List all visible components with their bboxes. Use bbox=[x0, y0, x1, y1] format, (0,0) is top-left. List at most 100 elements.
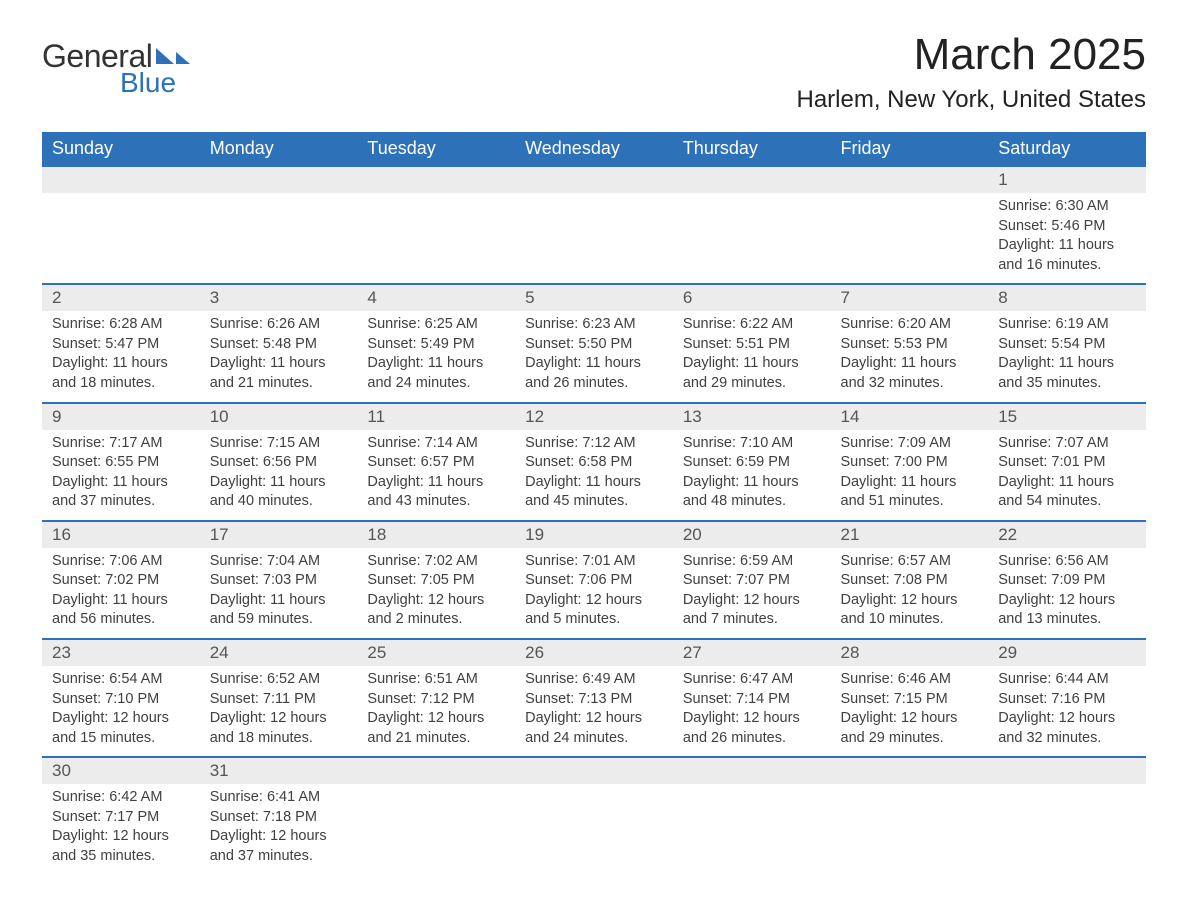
sunrise-line: Sunrise: 7:07 AM bbox=[998, 434, 1136, 454]
calendar-table: Sunday Monday Tuesday Wednesday Thursday… bbox=[42, 132, 1146, 875]
title-block: March 2025 Harlem, New York, United Stat… bbox=[797, 30, 1147, 114]
day-number: 10 bbox=[200, 403, 358, 430]
sunset-value: 7:08 PM bbox=[894, 572, 948, 588]
empty-cell bbox=[988, 757, 1146, 784]
sunrise-label: Sunrise: bbox=[52, 789, 109, 805]
sunset-value: 5:47 PM bbox=[105, 336, 159, 352]
day-cell: Sunrise: 7:14 AMSunset: 6:57 PMDaylight:… bbox=[357, 430, 515, 521]
sunrise-value: 6:47 AM bbox=[740, 671, 793, 687]
sunset-value: 6:56 PM bbox=[263, 454, 317, 470]
day-cell: Sunrise: 6:52 AMSunset: 7:11 PMDaylight:… bbox=[200, 666, 358, 757]
sunrise-line: Sunrise: 6:44 AM bbox=[998, 670, 1136, 690]
sunset-label: Sunset: bbox=[841, 454, 894, 470]
daylight-line: Daylight: 11 hours and 24 minutes. bbox=[367, 354, 505, 393]
sunrise-line: Sunrise: 6:57 AM bbox=[841, 552, 979, 572]
sunset-line: Sunset: 7:06 PM bbox=[525, 571, 663, 591]
empty-cell bbox=[988, 784, 1146, 874]
sunset-line: Sunset: 5:50 PM bbox=[525, 335, 663, 355]
daylight-label: Daylight: bbox=[841, 355, 901, 371]
daylight-line: Daylight: 12 hours and 37 minutes. bbox=[210, 827, 348, 866]
daylight-line: Daylight: 11 hours and 32 minutes. bbox=[841, 354, 979, 393]
daylight-line: Daylight: 11 hours and 51 minutes. bbox=[841, 473, 979, 512]
sunrise-value: 6:51 AM bbox=[425, 671, 478, 687]
day-number: 31 bbox=[200, 757, 358, 784]
sunrise-label: Sunrise: bbox=[525, 671, 582, 687]
sunset-value: 7:09 PM bbox=[1051, 572, 1105, 588]
sunset-label: Sunset: bbox=[210, 572, 263, 588]
sunset-label: Sunset: bbox=[52, 336, 105, 352]
day-number: 30 bbox=[42, 757, 200, 784]
sunrise-line: Sunrise: 7:01 AM bbox=[525, 552, 663, 572]
empty-cell bbox=[831, 166, 989, 193]
sunrise-label: Sunrise: bbox=[841, 316, 898, 332]
day-number: 20 bbox=[673, 521, 831, 548]
sunset-line: Sunset: 7:02 PM bbox=[52, 571, 190, 591]
sunset-line: Sunset: 6:59 PM bbox=[683, 453, 821, 473]
sunset-value: 5:53 PM bbox=[894, 336, 948, 352]
daylight-line: Daylight: 11 hours and 18 minutes. bbox=[52, 354, 190, 393]
sunset-line: Sunset: 7:11 PM bbox=[210, 690, 348, 710]
daylight-label: Daylight: bbox=[52, 474, 112, 490]
month-title: March 2025 bbox=[797, 30, 1147, 80]
sunrise-label: Sunrise: bbox=[210, 553, 267, 569]
sunset-label: Sunset: bbox=[998, 691, 1051, 707]
sunset-value: 7:06 PM bbox=[578, 572, 632, 588]
sunrise-label: Sunrise: bbox=[683, 553, 740, 569]
sunrise-label: Sunrise: bbox=[52, 553, 109, 569]
sunset-value: 7:07 PM bbox=[736, 572, 790, 588]
sunset-line: Sunset: 5:46 PM bbox=[998, 217, 1136, 237]
day-number: 17 bbox=[200, 521, 358, 548]
weekday-header: Tuesday bbox=[357, 132, 515, 166]
sunset-line: Sunset: 7:13 PM bbox=[525, 690, 663, 710]
sunset-label: Sunset: bbox=[525, 336, 578, 352]
day-number: 26 bbox=[515, 639, 673, 666]
empty-cell bbox=[831, 757, 989, 784]
daylight-label: Daylight: bbox=[52, 710, 112, 726]
daylight-label: Daylight: bbox=[841, 474, 901, 490]
empty-cell bbox=[831, 784, 989, 874]
sunset-value: 7:15 PM bbox=[894, 691, 948, 707]
sunrise-line: Sunrise: 6:51 AM bbox=[367, 670, 505, 690]
empty-cell bbox=[515, 166, 673, 193]
sunrise-line: Sunrise: 7:15 AM bbox=[210, 434, 348, 454]
day-number: 13 bbox=[673, 403, 831, 430]
daylight-line: Daylight: 11 hours and 56 minutes. bbox=[52, 591, 190, 630]
day-number: 18 bbox=[357, 521, 515, 548]
day-cell: Sunrise: 6:57 AMSunset: 7:08 PMDaylight:… bbox=[831, 548, 989, 639]
sunrise-value: 7:04 AM bbox=[267, 553, 320, 569]
daylight-label: Daylight: bbox=[367, 710, 427, 726]
day-cell: Sunrise: 6:20 AMSunset: 5:53 PMDaylight:… bbox=[831, 311, 989, 402]
daylight-label: Daylight: bbox=[52, 592, 112, 608]
empty-cell bbox=[357, 193, 515, 284]
daylight-label: Daylight: bbox=[210, 828, 270, 844]
daylight-line: Daylight: 11 hours and 48 minutes. bbox=[683, 473, 821, 512]
day-cell: Sunrise: 6:22 AMSunset: 5:51 PMDaylight:… bbox=[673, 311, 831, 402]
empty-cell bbox=[515, 193, 673, 284]
sunset-label: Sunset: bbox=[52, 809, 105, 825]
daylight-line: Daylight: 11 hours and 54 minutes. bbox=[998, 473, 1136, 512]
daylight-line: Daylight: 12 hours and 2 minutes. bbox=[367, 591, 505, 630]
sunrise-label: Sunrise: bbox=[210, 435, 267, 451]
day-number: 21 bbox=[831, 521, 989, 548]
empty-cell bbox=[357, 784, 515, 874]
sunset-value: 7:16 PM bbox=[1051, 691, 1105, 707]
sunrise-line: Sunrise: 7:09 AM bbox=[841, 434, 979, 454]
sunrise-value: 6:59 AM bbox=[740, 553, 793, 569]
daylight-line: Daylight: 12 hours and 26 minutes. bbox=[683, 709, 821, 748]
day-cell: Sunrise: 6:26 AMSunset: 5:48 PMDaylight:… bbox=[200, 311, 358, 402]
daylight-label: Daylight: bbox=[998, 710, 1058, 726]
sunset-label: Sunset: bbox=[525, 691, 578, 707]
day-cell: Sunrise: 7:15 AMSunset: 6:56 PMDaylight:… bbox=[200, 430, 358, 521]
sunset-label: Sunset: bbox=[210, 809, 263, 825]
empty-cell bbox=[357, 166, 515, 193]
daylight-line: Daylight: 12 hours and 10 minutes. bbox=[841, 591, 979, 630]
week-detail-row: Sunrise: 6:42 AMSunset: 7:17 PMDaylight:… bbox=[42, 784, 1146, 874]
sunrise-line: Sunrise: 6:56 AM bbox=[998, 552, 1136, 572]
day-cell: Sunrise: 6:19 AMSunset: 5:54 PMDaylight:… bbox=[988, 311, 1146, 402]
day-number: 23 bbox=[42, 639, 200, 666]
sunset-line: Sunset: 6:58 PM bbox=[525, 453, 663, 473]
day-cell: Sunrise: 7:10 AMSunset: 6:59 PMDaylight:… bbox=[673, 430, 831, 521]
weekday-header: Sunday bbox=[42, 132, 200, 166]
sunset-value: 7:00 PM bbox=[894, 454, 948, 470]
sunset-label: Sunset: bbox=[52, 454, 105, 470]
